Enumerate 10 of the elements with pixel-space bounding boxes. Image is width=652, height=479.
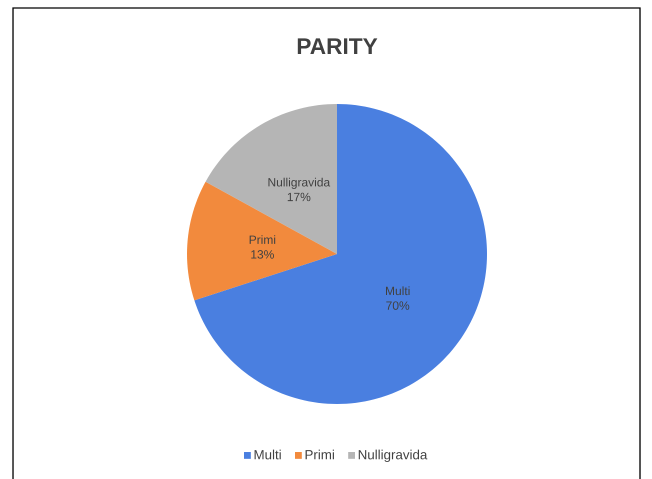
data-label: 13% <box>251 250 274 259</box>
data-label: 17% <box>288 192 310 202</box>
slice-label: Primi <box>250 235 276 244</box>
slice-label: Nulligravida <box>268 178 330 189</box>
slice-label: Multi <box>386 286 410 296</box>
legend-label: Primi <box>306 450 334 460</box>
chart-title: PARITY <box>298 38 378 54</box>
legend-label: Multi <box>254 450 281 460</box>
data-label: 70% <box>386 301 410 310</box>
legend-label: Nulligravida <box>358 450 428 462</box>
